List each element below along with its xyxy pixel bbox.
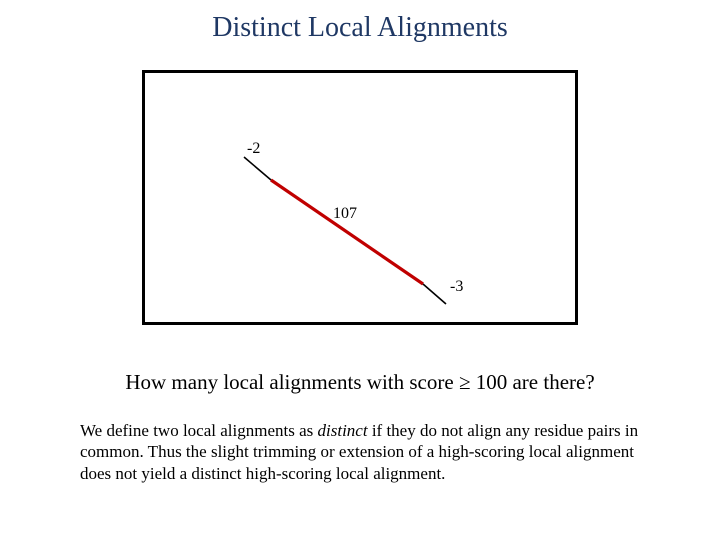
- segment-1-line: [244, 157, 271, 180]
- slide-root: { "title": { "text": "Distinct Local Ali…: [0, 0, 720, 540]
- definition-paragraph: We define two local alignments as distin…: [80, 420, 640, 484]
- segment-3-line: [423, 284, 446, 304]
- segment-3-label: -3: [450, 278, 463, 296]
- segment-2-label: 107: [333, 205, 357, 223]
- segment-1-label: -2: [247, 140, 260, 158]
- segment-2-line: [271, 180, 423, 284]
- question-line: How many local alignments with score ≥ 1…: [0, 370, 720, 395]
- body-em: distinct: [318, 421, 368, 440]
- body-pre: We define two local alignments as: [80, 421, 318, 440]
- question-post: 100 are there?: [470, 370, 594, 394]
- question-pre: How many local alignments with score: [125, 370, 459, 394]
- geq-symbol: ≥: [459, 370, 471, 394]
